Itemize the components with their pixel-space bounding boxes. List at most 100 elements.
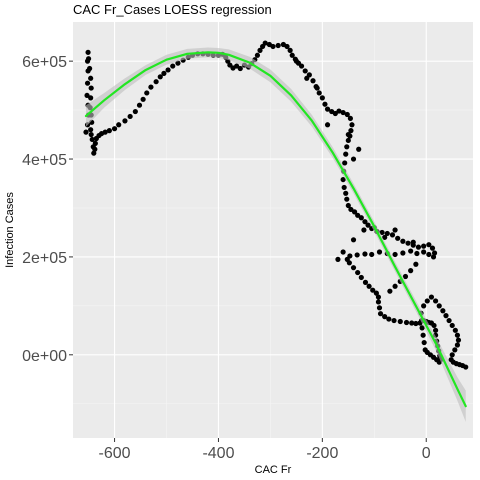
data-point [132, 108, 138, 115]
data-point [414, 250, 420, 257]
data-point [349, 122, 355, 128]
data-point [430, 254, 437, 260]
data-point [91, 150, 97, 156]
data-point [284, 43, 290, 50]
data-point [319, 95, 325, 101]
data-point [415, 244, 422, 250]
data-point [136, 102, 143, 108]
data-point [350, 237, 357, 243]
data-point [348, 128, 354, 134]
data-point [324, 122, 331, 128]
data-point [387, 288, 393, 294]
data-point [436, 303, 442, 309]
data-point [102, 129, 108, 135]
data-point [340, 249, 346, 255]
data-point [153, 79, 159, 85]
data-point [275, 42, 281, 49]
data-point [429, 245, 436, 251]
data-point [270, 43, 276, 50]
data-point [116, 122, 122, 128]
data-point [88, 127, 94, 133]
data-point [341, 184, 347, 191]
data-point [170, 63, 176, 69]
data-point [92, 146, 98, 152]
data-point [344, 144, 350, 150]
data-point [440, 308, 446, 314]
data-point [421, 243, 427, 249]
data-point [322, 101, 328, 107]
data-point [419, 325, 425, 331]
data-point [386, 316, 392, 322]
data-point [343, 190, 349, 196]
data-point [356, 146, 362, 152]
data-point [384, 230, 390, 237]
y-tick-label: 4e+05 [22, 152, 67, 169]
x-tick-label: 0 [422, 445, 431, 462]
data-point [400, 238, 406, 244]
data-point [175, 60, 181, 66]
data-point [454, 342, 461, 348]
data-point [345, 131, 351, 138]
data-point [89, 136, 95, 143]
data-point [426, 251, 432, 258]
data-point [408, 268, 414, 274]
data-point [358, 215, 364, 221]
x-tick-label: -400 [202, 445, 234, 462]
data-point [454, 332, 461, 338]
data-point [382, 234, 388, 240]
data-point [405, 240, 411, 246]
data-point [449, 322, 455, 329]
data-point [431, 250, 438, 256]
data-point [362, 251, 368, 257]
data-point [302, 68, 308, 74]
data-point [376, 249, 383, 255]
data-point [413, 320, 419, 327]
data-point [85, 49, 91, 55]
data-point [344, 196, 350, 202]
data-point [237, 65, 243, 72]
data-point [443, 313, 449, 319]
data-point [340, 176, 346, 183]
data-point [373, 290, 379, 296]
data-point [351, 209, 358, 215]
data-point [350, 265, 357, 271]
data-point [345, 202, 351, 209]
chart-title: CAC Fr_Cases LOESS regression [73, 2, 272, 17]
y-tick-label: 2e+05 [22, 250, 67, 267]
data-point [455, 337, 462, 343]
data-point [122, 118, 128, 124]
data-point [391, 317, 397, 324]
y-tick-label: 6e+05 [22, 54, 67, 71]
data-point [157, 74, 163, 80]
data-point [144, 90, 150, 96]
data-point [336, 108, 342, 114]
loess-fit-line [84, 51, 467, 408]
x-axis-ticks: -600 -400 -200 0 [99, 438, 431, 462]
data-point [362, 219, 368, 225]
data-point [88, 85, 94, 91]
data-point [395, 235, 401, 241]
data-point [362, 279, 369, 285]
data-point [344, 111, 350, 118]
plot-panel [73, 22, 473, 438]
data-point [366, 283, 372, 289]
data-point [287, 47, 293, 53]
data-point [409, 320, 415, 326]
data-point [262, 40, 268, 46]
data-point [377, 311, 384, 317]
data-point [340, 109, 346, 116]
data-point [350, 156, 357, 162]
data-point [342, 160, 348, 166]
data-point [375, 294, 382, 300]
x-axis-title: CAC Fr [255, 464, 292, 476]
data-point [354, 252, 360, 258]
data-point [422, 347, 428, 353]
data-point [392, 251, 398, 258]
data-point [452, 347, 458, 353]
data-point [314, 85, 320, 91]
data-point [369, 251, 375, 258]
data-point [88, 75, 94, 81]
data-point [421, 339, 427, 346]
data-point [83, 129, 89, 135]
